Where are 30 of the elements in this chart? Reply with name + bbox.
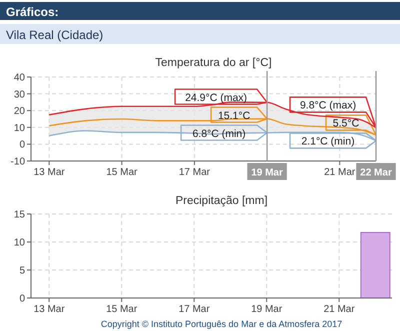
y-tick-label: 40 [14,72,26,84]
y-tick-label: 0 [19,140,26,151]
header-banner: Vila Real (Cidade) [0,24,400,44]
y-tick-label: 5 [19,266,26,276]
annotation: 2.1°C (min) [301,136,355,148]
y-tick-label: 20 [14,106,26,118]
y-tick-label: -10 [10,156,26,168]
annotation: 6.8°C (min) [192,128,246,140]
ref-line-label: 22 Mar [360,168,392,178]
y-tick-label: 15 [14,210,26,220]
y-tick-label: 10 [14,122,26,134]
y-tick-label: 30 [14,89,26,100]
x-tick-label: 21 Mar [324,304,356,315]
text: Copyright © Instituto Português do Mar e da Atmosfera 2017 [100,319,342,329]
header-banner: Gráficos: [0,2,400,20]
x-tick-label: 17 Mar [178,167,211,178]
x-tick-label: 19 Mar [251,304,283,315]
chart-title: Precipitação [mm] [175,195,268,207]
x-tick-label: 15 Mar [106,167,138,178]
y-tick-label: 10 [14,238,26,248]
annotation: 5.5°C [332,118,360,130]
x-tick-label: 21 Mar [324,167,356,178]
x-tick-label: 13 Mar [34,167,66,178]
chart-title: Temperatura do ar [°C] [155,57,272,69]
annotation: 9.8°C (max) [300,100,356,112]
annotation: 24.9°C (max) [185,92,248,104]
x-tick-label: 17 Mar [178,304,210,315]
x-tick-label: 15 Mar [106,304,138,315]
y-tick-label: 0 [19,294,26,304]
x-tick-label: 13 Mar [34,304,66,315]
